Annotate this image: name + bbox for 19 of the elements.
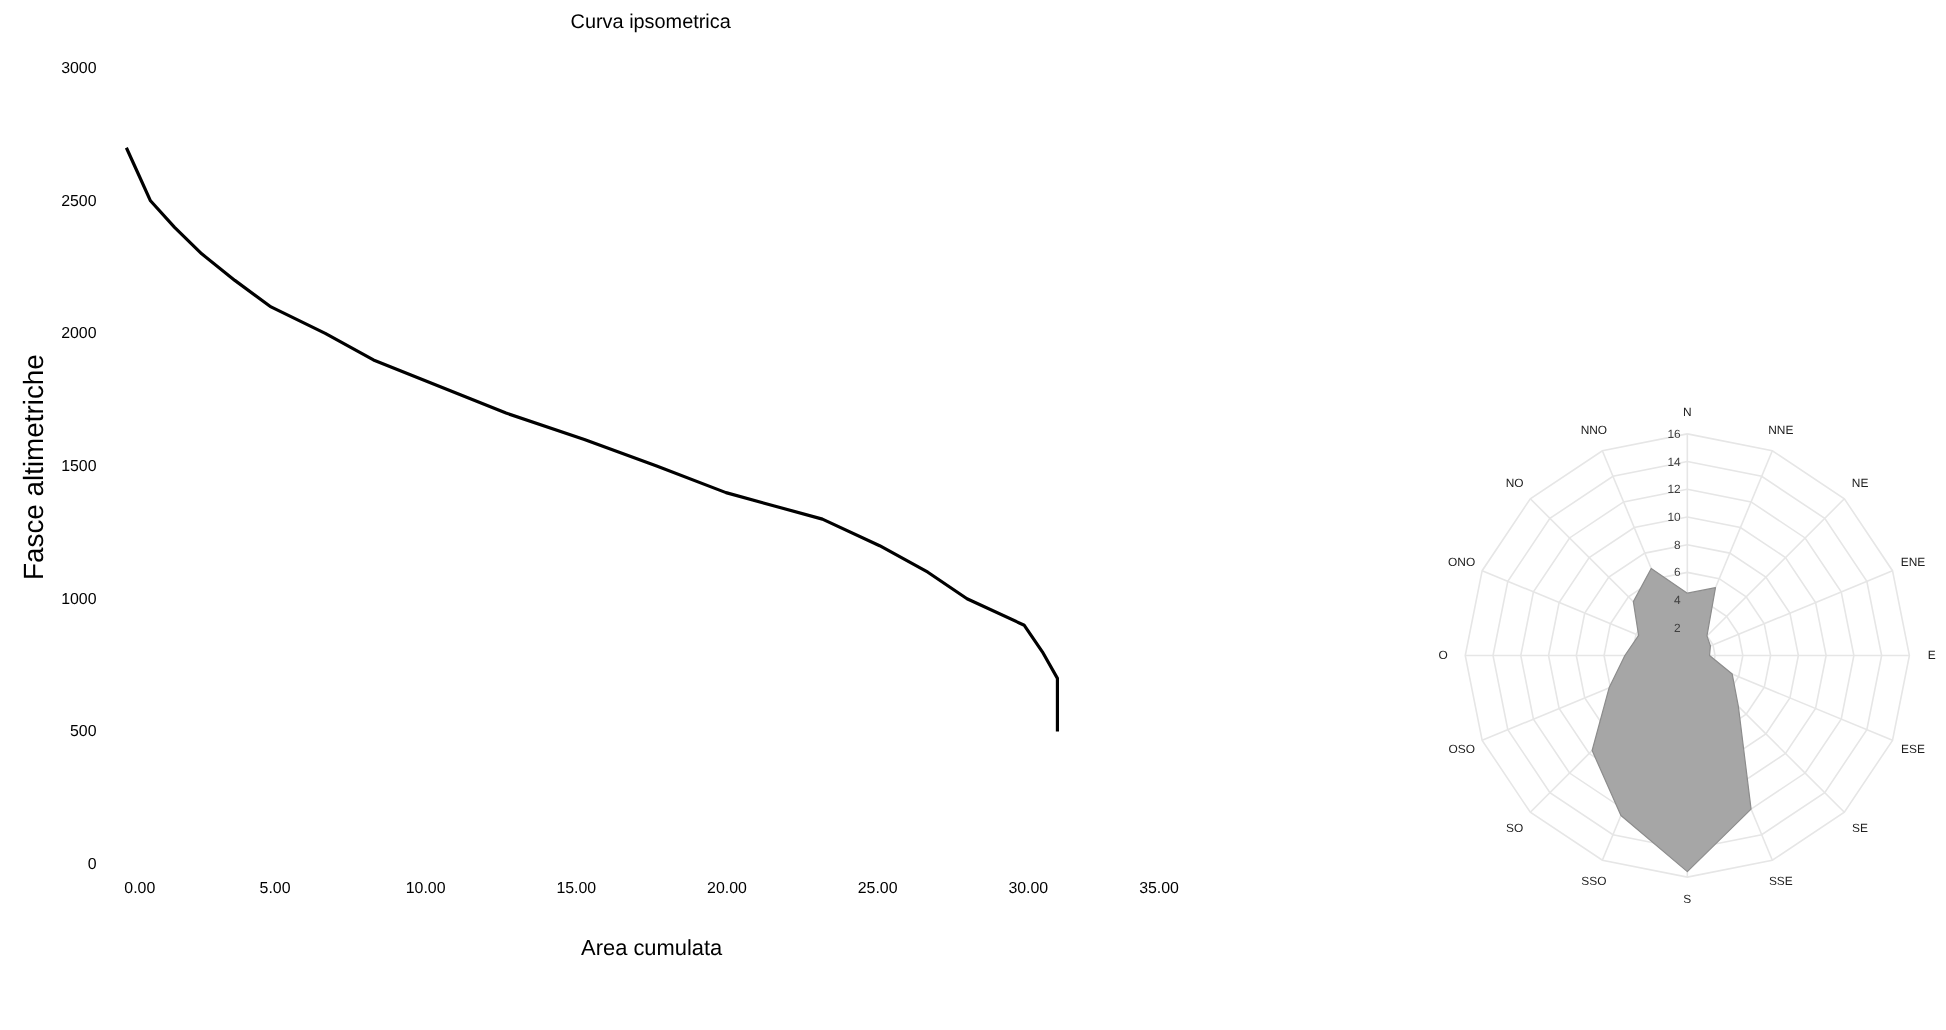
y-tick-label: 1500 bbox=[61, 457, 98, 476]
x-tick-label: 10.00 bbox=[405, 878, 447, 897]
x-tick-label: 20.00 bbox=[707, 878, 748, 897]
x-axis-title: Area cumulata bbox=[581, 936, 724, 961]
y-tick-label: 0 bbox=[87, 855, 98, 874]
y-tick-label: 3000 bbox=[61, 59, 98, 78]
x-tick-label: 35.00 bbox=[1139, 878, 1181, 897]
x-tick-label: 0.00 bbox=[124, 878, 157, 897]
line-series bbox=[124, 146, 1060, 733]
y-tick-label: 1000 bbox=[61, 589, 98, 608]
y-axis-title: Fasce altimetriche bbox=[17, 353, 50, 580]
chart-title: Curva ipsometrica bbox=[570, 12, 732, 35]
x-tick-label: 5.00 bbox=[259, 878, 292, 897]
x-tick-label: 30.00 bbox=[1008, 878, 1050, 897]
x-tick-label: 25.00 bbox=[857, 878, 899, 897]
x-tick-label: 15.00 bbox=[556, 878, 598, 897]
y-tick-label: 500 bbox=[70, 722, 98, 741]
y-tick-label: 2500 bbox=[61, 191, 98, 210]
y-tick-label: 2000 bbox=[61, 324, 98, 343]
